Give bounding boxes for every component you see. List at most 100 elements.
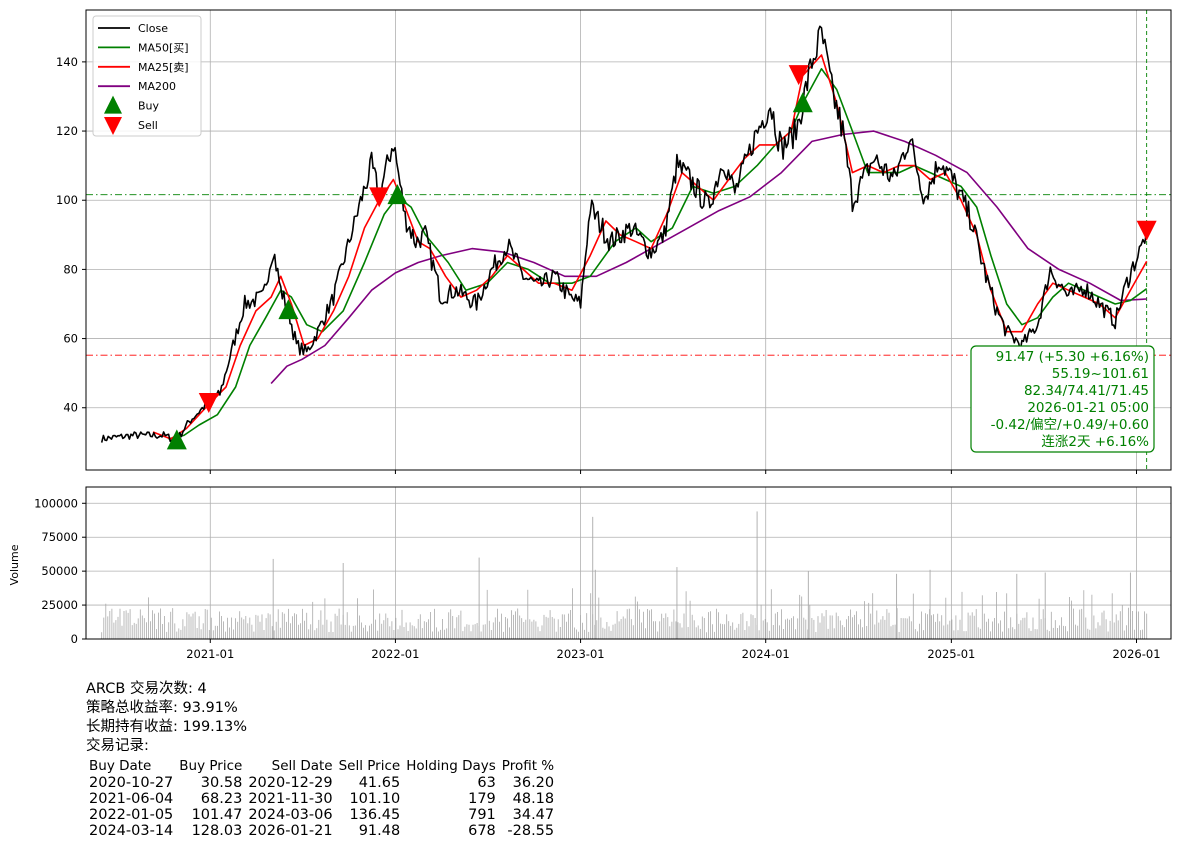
trade-cell: 678 xyxy=(468,823,496,839)
trades-table: Buy Date Buy Price Sell Date Sell Price Hold… xyxy=(86,758,557,839)
trade-row: 2021-06-04 68.23 2021-11-30 101.10 179 48.18 xyxy=(86,791,557,807)
price-y-tick-label: 100 xyxy=(56,193,78,207)
sell-signal-marker xyxy=(788,65,809,86)
trades-column-header: Profit % xyxy=(501,758,555,774)
summary-trade-count: ARCB 交易次数: 4 xyxy=(86,681,207,697)
annotation-line: 82.34/74.41/71.45 xyxy=(1024,383,1149,399)
annotation-line: 连涨2天 +6.16% xyxy=(1041,434,1149,450)
summary-trades-heading: 交易记录: xyxy=(86,738,149,754)
legend-label: MA200 xyxy=(138,80,176,93)
legend-label: Buy xyxy=(138,100,160,113)
sell-signal-marker xyxy=(198,393,219,414)
trade-signals xyxy=(166,65,1157,450)
volume-x-tick-label: 2021-01 xyxy=(186,647,234,661)
sell-signal-marker xyxy=(369,187,390,208)
trade-cell: 2020-12-29 xyxy=(248,775,333,791)
trade-cell: 128.03 xyxy=(191,823,243,839)
volume-y-tick-label: 50000 xyxy=(41,564,78,578)
volume-x-tick-label: 2022-01 xyxy=(371,647,419,661)
trade-cell: 101.47 xyxy=(191,807,243,823)
trade-cell: 2022-01-05 xyxy=(89,807,174,823)
trade-cell: 34.47 xyxy=(512,807,555,823)
trade-cell: 68.23 xyxy=(200,791,243,807)
price-x-ticks xyxy=(209,470,1138,474)
trades-column-header: Sell Date xyxy=(271,758,333,774)
trade-cell: 101.10 xyxy=(349,791,401,807)
volume-y-axis: 0 25000 50000 75000 100000 xyxy=(34,496,86,646)
trades-column-header: Buy Date xyxy=(89,758,152,774)
trade-cell: -28.55 xyxy=(507,823,555,839)
trades-column-header: Buy Price xyxy=(179,758,243,774)
price-y-tick-label: 120 xyxy=(56,124,78,138)
annotation-line: 55.19~101.61 xyxy=(1052,366,1149,382)
volume-plot-frame xyxy=(85,486,1172,640)
legend-sell-icon xyxy=(104,117,122,135)
trade-cell: 30.58 xyxy=(200,775,243,791)
volume-x-tick-label: 2025-01 xyxy=(927,647,975,661)
volume-y-tick-label: 0 xyxy=(71,632,78,646)
trade-cell: 41.65 xyxy=(358,775,401,791)
legend-buy-icon xyxy=(104,95,122,114)
annotation-line: 2026-01-21 05:00 xyxy=(1027,400,1149,416)
trade-cell: 2021-11-30 xyxy=(248,791,333,807)
volume-axis-label: Volume xyxy=(8,544,21,585)
price-series xyxy=(100,25,1148,443)
trade-cell: 179 xyxy=(468,791,496,807)
legend-label: MA25[卖] xyxy=(138,61,189,74)
legend-label: Sell xyxy=(138,119,158,132)
trade-cell: 91.48 xyxy=(358,823,401,839)
summary-buy-hold-return: 长期持有收益: 199.13% xyxy=(86,719,248,735)
price-legend: Close MA50[买] MA25[卖] MA200 Buy Sell xyxy=(92,15,202,137)
backtest-summary: ARCB 交易次数: 4 策略总收益率: 93.91% 长期持有收益: 199.13… xyxy=(86,680,247,756)
stock-chart: 40 60 80 100 120 140 Close MA50[买] MA25[卖] MA200… xyxy=(8,9,1172,661)
series-line-close xyxy=(100,25,1148,443)
buy-signal-marker xyxy=(278,299,299,320)
trade-cell: 2024-03-14 xyxy=(89,823,174,839)
annotation-line: 91.47 (+5.30 +6.16%) xyxy=(996,349,1149,365)
trade-cell: 48.18 xyxy=(512,791,555,807)
price-y-tick-label: 80 xyxy=(63,262,78,276)
trade-cell: 36.20 xyxy=(512,775,555,791)
series-line-ma50 xyxy=(168,68,1148,440)
trades-column-header: Sell Price xyxy=(338,758,401,774)
volume-y-tick-label: 75000 xyxy=(41,530,78,544)
price-y-tick-label: 40 xyxy=(63,401,78,415)
volume-x-tick-label: 2023-01 xyxy=(557,647,605,661)
annotation-frame xyxy=(970,345,1155,453)
price-plot-border xyxy=(85,9,1172,471)
sell-signal-marker xyxy=(1136,220,1157,241)
trade-cell: 2024-03-06 xyxy=(248,807,333,823)
price-y-tick-label: 140 xyxy=(56,55,78,69)
trade-cell: 791 xyxy=(468,807,496,823)
volume-x-tick-label: 2026-01 xyxy=(1112,647,1160,661)
trade-row: 2024-03-14 128.03 2026-01-21 91.48 678 -28.55 xyxy=(86,823,557,839)
volume-x-axis: 2021-01 2022-01 2023-01 2024-01 2025-01 2026-… xyxy=(186,639,1161,661)
trade-row: 2022-01-05 101.47 2024-03-06 136.45 791 34.47 xyxy=(86,807,557,823)
volume-bars xyxy=(101,511,1148,639)
trade-cell: 2026-01-21 xyxy=(248,823,333,839)
series-line-ma200 xyxy=(270,130,1147,385)
price-panel: 40 60 80 100 120 140 Close MA50[买] MA25[卖] MA200… xyxy=(56,9,1172,639)
price-y-tick-label: 60 xyxy=(63,332,78,346)
trades-header-row: Buy Date Buy Price Sell Date Sell Price Hold… xyxy=(86,758,557,775)
trade-cell: 2020-10-27 xyxy=(89,775,174,791)
volume-y-tick-label: 100000 xyxy=(34,496,78,510)
trade-cell: 63 xyxy=(477,775,496,791)
legend-label: Close xyxy=(138,22,168,35)
legend-box xyxy=(92,15,202,137)
buy-signal-marker xyxy=(166,429,187,450)
legend-label: MA50[买] xyxy=(138,41,189,54)
price-y-axis: 40 60 80 100 120 140 xyxy=(56,55,86,415)
price-annotation-box: 91.47 (+5.30 +6.16%)55.19~101.6182.34/74… xyxy=(970,345,1155,453)
summary-strategy-return: 策略总收益率: 93.91% xyxy=(86,700,238,716)
trades-body: 2020-10-27 30.58 2020-12-29 41.65 63 36.20 202… xyxy=(86,775,557,839)
volume-x-tick-label: 2024-01 xyxy=(742,647,790,661)
trade-cell: 136.45 xyxy=(349,807,401,823)
trade-row: 2020-10-27 30.58 2020-12-29 41.65 63 36.20 xyxy=(86,775,557,791)
trade-cell: 2021-06-04 xyxy=(89,791,174,807)
buy-signal-marker xyxy=(792,92,813,113)
annotation-line: -0.42/偏空/+0.49/+0.60 xyxy=(991,417,1149,433)
buy-signal-marker xyxy=(387,184,408,205)
trades-column-header: Holding Days xyxy=(406,758,496,774)
